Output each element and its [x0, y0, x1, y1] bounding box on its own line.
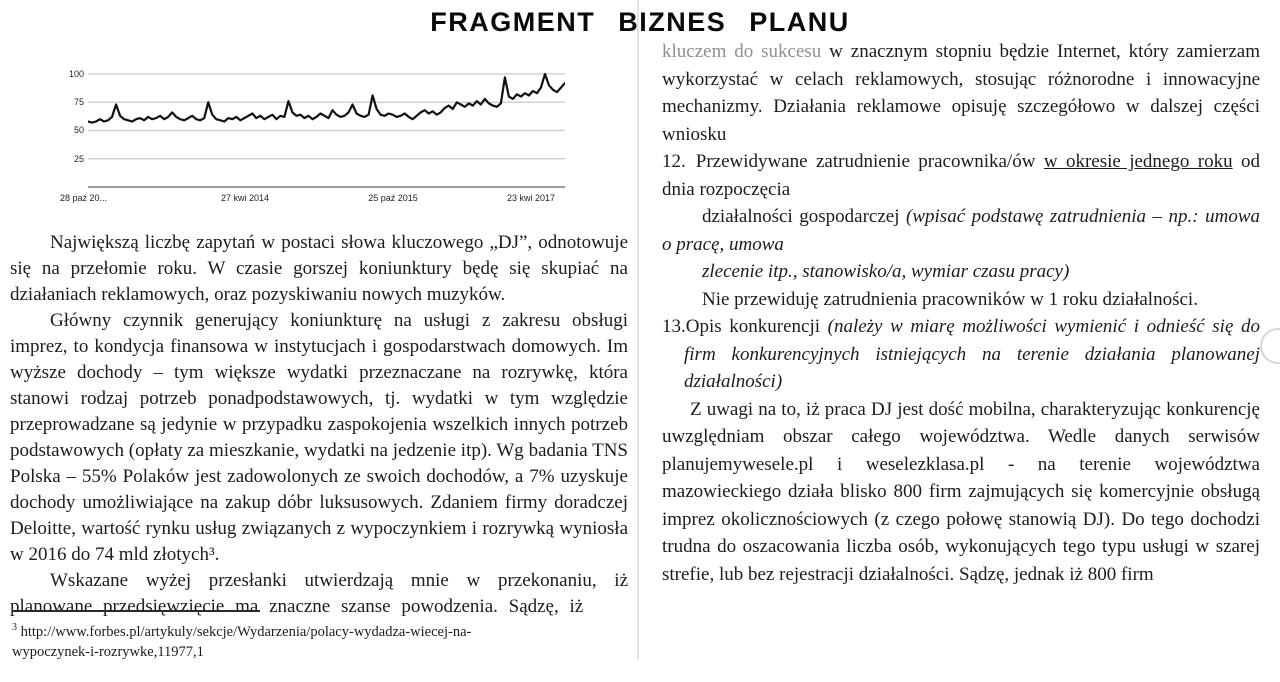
item-12-sub-italic: (wpisać podstawę zatrudnienia – np.: umo… — [662, 206, 1260, 255]
left-column: Największą liczbę zapytań w postaci słow… — [10, 230, 628, 620]
item-number: 12. — [662, 151, 686, 172]
y-axis-tick: 50 — [73, 125, 84, 135]
footnote-text: 3 http://www.forbes.pl/artykuly/sekcje/W… — [12, 618, 532, 662]
item-12-lead: Przewidywane zatrudnienie pracownika/ów — [695, 151, 1044, 172]
page-title: FRAGMENT BIZNES PLANU — [430, 7, 850, 37]
y-axis-tick: 75 — [73, 97, 84, 107]
paragraph-internet-success: kluczem do sukcesu w znacznym stopniu bę… — [662, 38, 1260, 148]
form-item-12: 12. Przewidywane zatrudnienie pracownika/… — [662, 148, 1260, 313]
paragraph-market-factors: Główny czynnik generujący koniunkturę na… — [10, 310, 628, 565]
chart-gridlines — [88, 73, 565, 160]
column-divider — [637, 0, 639, 660]
paragraph-keyword-queries: Największą liczbę zapytań w postaci słow… — [10, 232, 628, 305]
trend-line — [88, 72, 565, 124]
footnote-divider — [12, 610, 260, 612]
x-axis-tick: 25 paź 2015 — [368, 193, 418, 203]
trend-chart-svg — [88, 72, 565, 188]
item-12-sub-roman: działalności gospodarczej — [702, 206, 907, 227]
item-12-tail: od dnia rozpoczęcia — [662, 151, 1260, 200]
paragraph-text: w znacznym stopniu będzie Internet, któr… — [662, 41, 1260, 145]
item-13-lead: 13.Opis konkurencji — [662, 316, 828, 337]
item-12-answer: Nie przewiduję zatrudnienia pracowników … — [702, 288, 1198, 310]
item-12-subline: działalności gospodarczej (wpisać podsta… — [662, 203, 1260, 258]
x-axis-tick: 23 kwi 2017 — [506, 193, 556, 203]
footnote-marker: 3 — [12, 622, 17, 633]
edge-widget — [1260, 328, 1280, 364]
x-axis-tick: 28 paź 20... — [60, 193, 108, 203]
trend-chart: 100 75 50 25 28 paź 20... 27 kwi 2014 25… — [58, 60, 568, 208]
footnote-url: http://www.forbes.pl/artykuly/sekcje/Wyd… — [12, 623, 472, 660]
item-12-heading: 12. Przewidywane zatrudnienie pracownika/… — [662, 148, 1260, 203]
form-item-13: 13.Opis konkurencji (należy w miarę możl… — [662, 313, 1260, 396]
x-axis-tick: 27 kwi 2014 — [220, 193, 270, 203]
y-axis-tick: 100 — [68, 69, 84, 79]
paragraph-competition: Z uwagi na to, iż praca DJ jest dość mob… — [662, 398, 1260, 585]
underlined-phrase: w okresie jednego roku — [1043, 151, 1233, 172]
item-13-instruction: (należy w miarę możliwości wymienić i od… — [684, 316, 1260, 392]
faded-text: kluczem do sukcesu — [662, 41, 822, 62]
y-axis-tick: 25 — [73, 154, 84, 164]
item-12-subline-2: zlecenie itp., stanowisko/a, wymiar czas… — [702, 261, 1070, 282]
right-column: kluczem do sukcesu w znacznym stopniu bę… — [662, 38, 1260, 588]
footnote: 3 http://www.forbes.pl/artykuly/sekcje/W… — [12, 610, 532, 662]
